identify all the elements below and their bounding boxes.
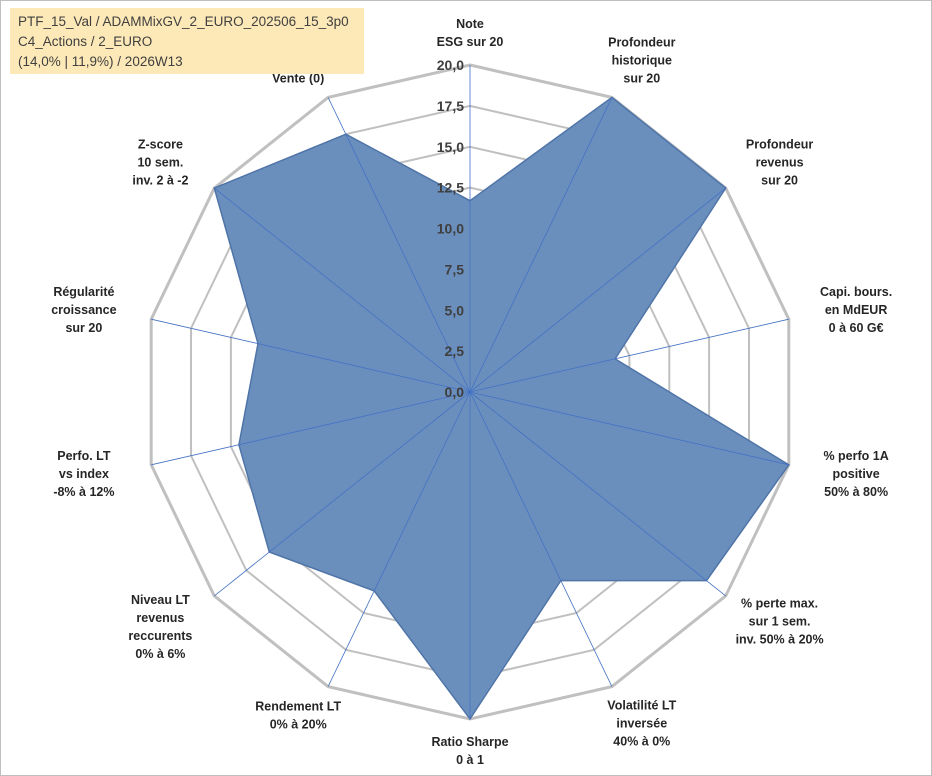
axis-label-line: 40% à 0% (613, 735, 670, 749)
axis-label-line: vs index (59, 467, 109, 481)
axis-label-line: revenus (756, 156, 804, 170)
axis-label-line: inversée (616, 717, 667, 731)
axis-label-line: positive (832, 467, 879, 481)
axis-label-line: sur 20 (65, 321, 102, 335)
tick-label: 2,5 (445, 343, 465, 359)
axis-label-line: sur 20 (623, 71, 660, 85)
axis-spoke (214, 391, 471, 597)
axis-label-line: sur 20 (761, 174, 798, 188)
axis-spoke (469, 391, 726, 597)
axis-spoke (469, 391, 613, 687)
axis-label: Rendement LT 0% à 20% (255, 699, 341, 731)
axis-spoke (469, 391, 789, 466)
axis-label-line: inv. 50% à 20% (736, 632, 824, 646)
axis-label-line: reccurents (128, 629, 192, 643)
axis-spoke (469, 97, 613, 393)
tick-label: 0,0 (445, 384, 465, 400)
axis-label-line: Rendement LT (255, 699, 341, 713)
axis-label-line: historique (612, 53, 672, 67)
axis-label-line: inv. 2 à -2 (132, 174, 188, 188)
axis-label-line: 0% à 20% (270, 717, 327, 731)
tick-label: 12,5 (437, 180, 464, 196)
axis-label: Niveau LT revenus reccurents 0% à 6% (128, 593, 192, 661)
axis-label-line: 0 à 1 (456, 753, 484, 767)
axis-label-line: Régularité (53, 285, 114, 299)
portfolio-info-box: PTF_15_Val / ADAMMixGV_2_EURO_202506_15_… (10, 8, 364, 74)
axis-label: Note ESG sur 20 (437, 17, 504, 49)
axis-label-line: % perfo 1A (823, 449, 888, 463)
portfolio-name: PTF_15_Val / ADAMMixGV_2_EURO_202506_15_… (18, 14, 349, 29)
tick-label: 15,0 (437, 139, 464, 155)
axis-label: Volatilité LT inversée 40% à 0% (607, 699, 676, 749)
axis-label: Profondeur historique sur 20 (608, 35, 675, 85)
axis-label-line: Volatilité LT (607, 699, 676, 713)
axis-label-line: Z-score (138, 138, 183, 152)
axis-label-line: 10 sem. (137, 156, 183, 170)
axis-label-line: Profondeur (746, 138, 813, 152)
axis-spoke (151, 318, 471, 393)
axis-label: % perfo 1A positive 50% à 80% (823, 449, 888, 499)
axis-label: Perfo. LT vs index -8% à 12% (53, 449, 114, 499)
tick-label: 20,0 (437, 57, 464, 73)
axis-label: Ratio Sharpe 0 à 1 (431, 735, 508, 767)
axis-label: Régularité croissance sur 20 (51, 285, 116, 335)
axis-label-line: revenus (136, 611, 184, 625)
axis-label-line: 0% à 6% (135, 647, 185, 661)
axis-label: Profondeur revenus sur 20 (746, 138, 813, 188)
axis-label-line: Ratio Sharpe (431, 735, 508, 749)
axis-label-line: croissance (51, 303, 116, 317)
axis-label-line: -8% à 12% (53, 485, 114, 499)
series-area (213, 96, 790, 721)
axis-spoke (469, 187, 726, 393)
axis-spoke (469, 318, 789, 393)
axis-label-line: 0 à 60 G€ (829, 321, 884, 335)
axis-label-line: sur 1 sem. (749, 614, 811, 628)
axis-label-line: en MdEUR (825, 303, 888, 317)
tick-label: 17,5 (437, 98, 464, 114)
axis-spoke (327, 391, 471, 687)
axis-label: Z-score 10 sem. inv. 2 à -2 (132, 138, 188, 188)
axis-spoke (327, 97, 471, 393)
axis-label-line: 50% à 80% (824, 485, 888, 499)
tick-label: 10,0 (437, 221, 464, 237)
axis-label-line: Niveau LT (131, 593, 190, 607)
axis-label-line: % perte max. (741, 596, 818, 610)
axis-label-line: Profondeur (608, 35, 675, 49)
axis-label: Capi. bours. en MdEUR 0 à 60 G€ (820, 285, 892, 335)
axis-label-line: Capi. bours. (820, 285, 892, 299)
axis-label-line: Note (456, 17, 484, 31)
axis-spoke (151, 391, 471, 466)
axis-label-line: ESG sur 20 (437, 35, 504, 49)
axis-label-line: Perfo. LT (57, 449, 111, 463)
tick-label: 7,5 (445, 261, 465, 277)
portfolio-category: C4_Actions / 2_EURO (18, 34, 153, 49)
portfolio-period: (14,0% | 11,9%) / 2026W13 (18, 54, 183, 69)
axis-label-line: Vente (0) (272, 71, 324, 85)
axis-label: % perte max. sur 1 sem. inv. 50% à 20% (736, 596, 824, 646)
tick-label: 5,0 (445, 302, 465, 318)
axis-spoke (214, 187, 471, 393)
